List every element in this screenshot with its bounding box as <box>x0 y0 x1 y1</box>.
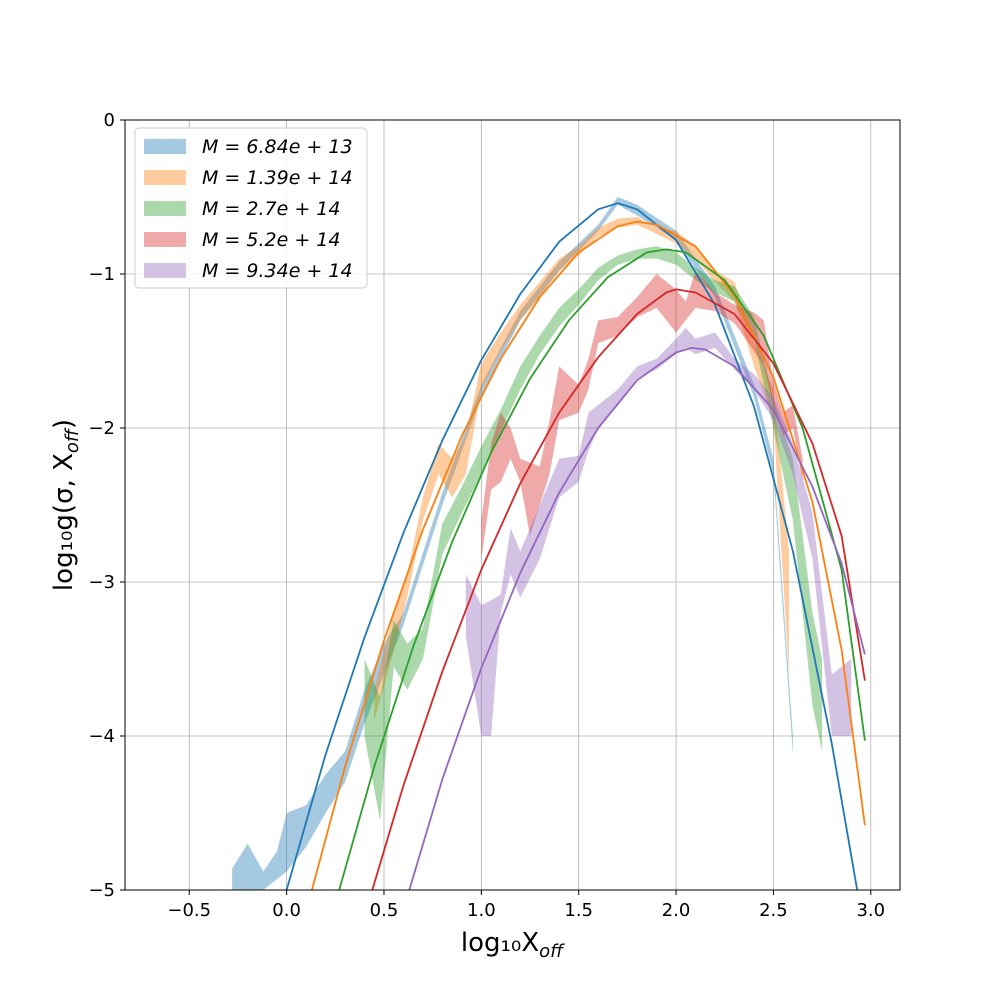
x-tick-label: 0.5 <box>370 900 399 921</box>
band-series-1 <box>232 197 793 890</box>
legend-box <box>134 127 368 289</box>
legend-label: M = 5.2e + 14 <box>202 229 340 251</box>
legend-label: M = 9.34e + 14 <box>202 260 353 282</box>
legend-swatch <box>144 170 186 185</box>
legend-swatch <box>144 201 186 216</box>
curve-series-2 <box>311 220 866 890</box>
x-tick-label: 2.0 <box>662 900 691 921</box>
y-axis-title-main: log₁₀g(σ, X <box>49 453 79 591</box>
curve-series-1 <box>285 202 859 890</box>
x-tick-label: 2.5 <box>759 900 788 921</box>
x-tick-label: 3.0 <box>856 900 885 921</box>
model-curves <box>285 202 866 890</box>
curve-series-5 <box>408 346 866 890</box>
legend-swatch <box>144 263 186 278</box>
legend-swatch <box>144 232 186 247</box>
band-series-2 <box>374 217 789 721</box>
x-axis-title-sub: off <box>539 941 565 962</box>
x-axis-title: log₁₀Xoff <box>461 928 565 962</box>
y-tick-label: 0 <box>104 110 115 131</box>
y-axis-title: log₁₀g(σ, Xoff) <box>49 419 83 591</box>
legend: M = 6.84e + 13 M = 1.39e + 14 M = 2.7e + 1… <box>134 127 368 289</box>
x-tick-label: 1.5 <box>564 900 593 921</box>
legend-label: M = 6.84e + 13 <box>202 136 353 158</box>
y-tick-label: −5 <box>88 880 115 901</box>
x-tick-label: −0.5 <box>167 900 211 921</box>
legend-label: M = 1.39e + 14 <box>202 167 353 189</box>
axis-ticks: −0.5 0.0 0.5 1.0 1.5 2.0 2.5 3.0 0 −1 −2 −3 −4 −5 <box>88 110 885 921</box>
curve-series-4 <box>371 288 866 890</box>
y-axis-title-close: ) <box>49 419 79 429</box>
legend-label: M = 2.7e + 14 <box>202 198 340 220</box>
plot-frame <box>124 119 901 891</box>
x-tick-label: 0.0 <box>272 900 301 921</box>
y-tick-label: −2 <box>88 418 115 439</box>
y-tick-label: −3 <box>88 572 115 593</box>
confidence-bands <box>232 197 852 890</box>
y-axis-title-sub: off <box>62 427 83 453</box>
x-tick-label: 1.0 <box>467 900 496 921</box>
legend-swatch <box>144 139 186 154</box>
band-series-5 <box>465 327 852 736</box>
x-axis-title-main: log₁₀X <box>461 928 539 958</box>
y-tick-label: −4 <box>88 726 115 747</box>
y-tick-label: −1 <box>88 264 115 285</box>
